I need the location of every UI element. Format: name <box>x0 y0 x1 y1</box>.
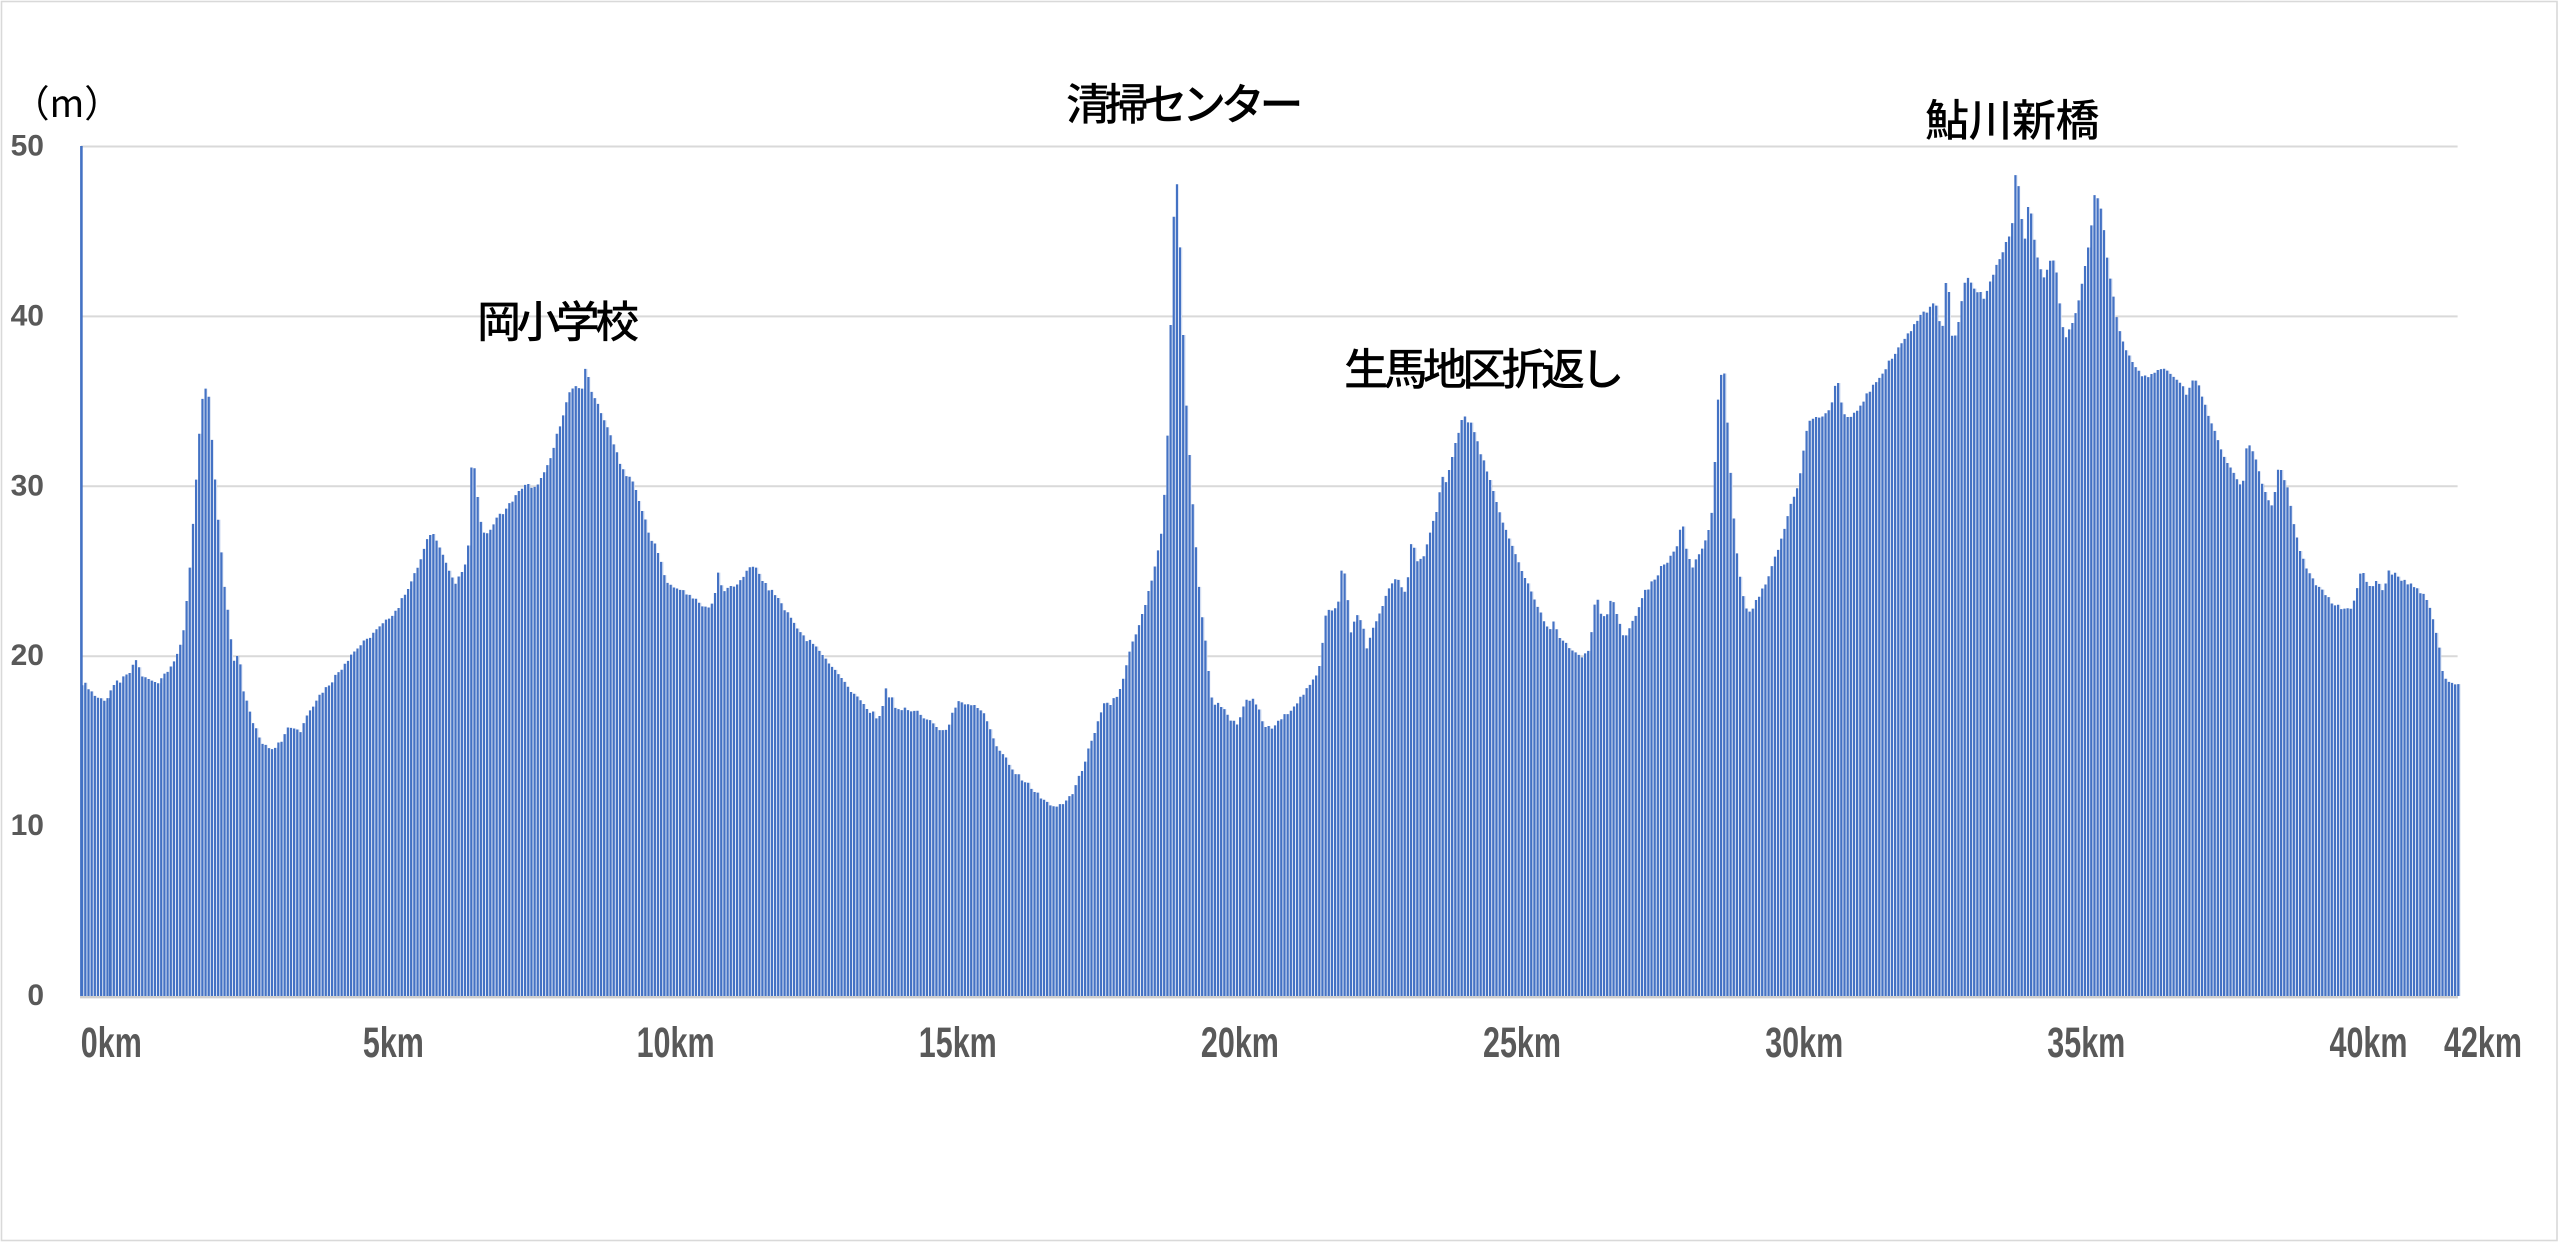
svg-text:0: 0 <box>27 979 44 1012</box>
svg-text:15km: 15km <box>919 1019 997 1067</box>
svg-text:10km: 10km <box>637 1019 715 1067</box>
svg-text:30km: 30km <box>1765 1019 1843 1067</box>
svg-text:40: 40 <box>11 299 44 332</box>
svg-text:50: 50 <box>11 130 44 163</box>
svg-text:20km: 20km <box>1201 1019 1279 1067</box>
svg-text:40km: 40km <box>2330 1019 2408 1067</box>
svg-text:30: 30 <box>11 469 44 502</box>
svg-text:5km: 5km <box>363 1019 424 1067</box>
svg-text:10: 10 <box>11 809 44 842</box>
svg-text:42km: 42km <box>2444 1019 2522 1067</box>
svg-text:25km: 25km <box>1483 1019 1561 1067</box>
svg-text:20: 20 <box>11 639 44 672</box>
svg-text:35km: 35km <box>2047 1019 2125 1067</box>
svg-text:0km: 0km <box>81 1019 142 1067</box>
